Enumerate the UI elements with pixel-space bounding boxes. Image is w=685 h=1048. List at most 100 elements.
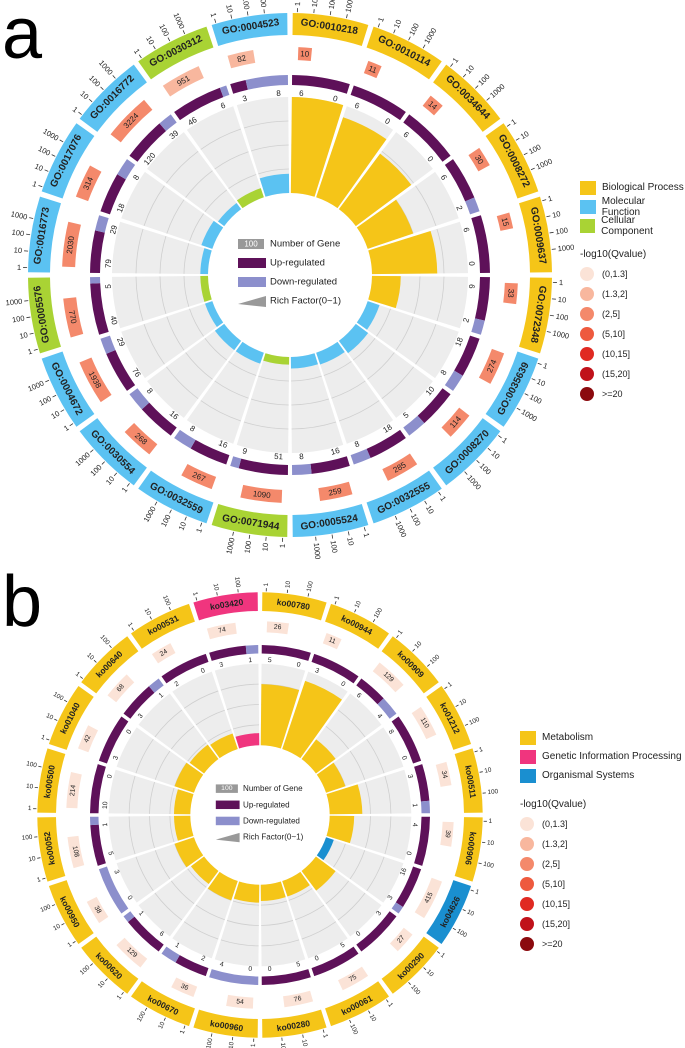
grid-circle bbox=[258, 375, 289, 382]
scale-tick bbox=[546, 331, 551, 333]
up-count: 3 bbox=[112, 755, 120, 761]
down-count: 9 bbox=[241, 446, 248, 456]
scale-tick-label: 1000 bbox=[535, 157, 554, 172]
scale-tick bbox=[476, 460, 480, 464]
grid-circle bbox=[295, 904, 325, 921]
gene-number-bar bbox=[75, 165, 102, 202]
scale-tick bbox=[93, 659, 97, 663]
down-count: 8 bbox=[188, 424, 197, 434]
scale-tick-label: 1 bbox=[62, 423, 71, 433]
scale-tick-label: 1000 bbox=[488, 82, 506, 100]
rich-factor-swatch bbox=[215, 832, 240, 843]
down-count: 0 bbox=[355, 930, 363, 938]
grid-circle bbox=[226, 704, 259, 710]
gene-number-bar bbox=[389, 927, 413, 952]
scale-tick-label: 10 bbox=[557, 295, 566, 305]
gene-number-bar bbox=[226, 994, 254, 1009]
gene-number-label: 34 bbox=[440, 770, 449, 779]
rich-factor-bar bbox=[282, 871, 310, 897]
up-regulated-bar bbox=[106, 349, 136, 391]
scale-tick bbox=[112, 75, 116, 79]
up-count: 18 bbox=[115, 202, 127, 214]
down-count: 0 bbox=[200, 667, 206, 675]
term-GO:0010114 bbox=[316, 23, 442, 209]
down-regulated-bar bbox=[90, 276, 101, 284]
down-count: 3 bbox=[387, 894, 395, 901]
term-ring-segment bbox=[325, 981, 390, 1027]
scale-tick bbox=[498, 435, 502, 439]
rich-factor-bar bbox=[260, 881, 286, 902]
qvalue-legend-title: -log10(Qvalue) bbox=[580, 249, 647, 260]
scale-tick bbox=[329, 11, 332, 16]
legend-label: Biological Process bbox=[602, 182, 684, 193]
rich-factor-bar bbox=[316, 762, 346, 793]
rich-factor-bar bbox=[316, 837, 334, 861]
gene-number-label: 54 bbox=[236, 998, 244, 1006]
grid-circle bbox=[365, 781, 371, 814]
up-regulated-bar bbox=[356, 678, 384, 705]
down-count: 5 bbox=[104, 283, 113, 289]
grid-circle bbox=[395, 316, 414, 351]
scale-tick bbox=[42, 877, 46, 880]
down-regulated-bar bbox=[230, 456, 242, 469]
scale-tick-label: 100 bbox=[39, 903, 52, 914]
term-GO:0008272 bbox=[356, 123, 539, 249]
scale-tick bbox=[210, 1033, 213, 1037]
term-ring-segment bbox=[262, 592, 327, 621]
grid-circle bbox=[232, 900, 260, 906]
term-ring-segment bbox=[519, 277, 552, 354]
qvalue-label: (15,20] bbox=[542, 919, 571, 929]
center-legend-label: Rich Factor(0~1) bbox=[243, 833, 304, 842]
term-ring-segment bbox=[81, 636, 139, 694]
up-count: 3 bbox=[375, 910, 383, 918]
scale-tick bbox=[393, 29, 396, 34]
gene-number-bar bbox=[63, 297, 84, 338]
scale-tick-label: 10 bbox=[28, 855, 37, 863]
gene-number-bar bbox=[297, 47, 313, 62]
up-count: 6 bbox=[461, 226, 471, 233]
term-ko00640 bbox=[79, 636, 219, 774]
down-regulated-bar bbox=[174, 429, 196, 449]
rich-factor-bar bbox=[290, 353, 318, 369]
term-GO:0030554 bbox=[79, 323, 242, 487]
down-count: 1 bbox=[248, 657, 252, 664]
term-ring-segment bbox=[28, 196, 61, 273]
scale-tick bbox=[474, 750, 478, 753]
scale-tick bbox=[138, 54, 142, 59]
grid-circle bbox=[200, 400, 242, 422]
qvalue-dot bbox=[520, 877, 534, 891]
qvalue-label: (1.3,2] bbox=[602, 289, 628, 299]
up-count: 40 bbox=[108, 315, 119, 326]
rich-factor-bar bbox=[301, 739, 336, 774]
scale-tick bbox=[200, 522, 203, 527]
qvalue-label: (10,15] bbox=[602, 349, 631, 359]
scale-tick-label: 100 bbox=[487, 788, 499, 796]
term-ring-segment bbox=[81, 936, 139, 994]
grid-circle bbox=[436, 228, 445, 274]
term-ring-segment bbox=[519, 196, 552, 273]
scale-tick bbox=[331, 534, 334, 539]
up-count: 0 bbox=[248, 966, 252, 973]
scale-tick-label: 1000 bbox=[97, 58, 115, 76]
qvalue-dot bbox=[580, 327, 594, 341]
scale-tick bbox=[126, 483, 130, 487]
down-count: 0 bbox=[467, 261, 476, 267]
rich-factor-bar bbox=[326, 784, 363, 815]
grid-circle bbox=[169, 787, 175, 815]
scale-tick bbox=[163, 1017, 166, 1021]
scale-tick bbox=[444, 686, 448, 689]
rich-factor-bar bbox=[233, 881, 260, 903]
rich-factor-background bbox=[147, 132, 242, 227]
down-count: 6 bbox=[219, 101, 227, 111]
grid-circle bbox=[169, 815, 175, 843]
scale-tick bbox=[64, 699, 68, 703]
scale-tick bbox=[232, 531, 234, 536]
scale-tick-label: 1 bbox=[31, 179, 38, 189]
gene-number-bar bbox=[266, 621, 290, 635]
scale-tick-label: 1000 bbox=[465, 473, 483, 491]
scale-tick bbox=[46, 738, 50, 741]
scale-tick-label: 1 bbox=[397, 629, 405, 636]
gene-number-label: 36 bbox=[180, 983, 190, 992]
grid-circle bbox=[135, 738, 154, 774]
grid-circle bbox=[154, 850, 171, 880]
